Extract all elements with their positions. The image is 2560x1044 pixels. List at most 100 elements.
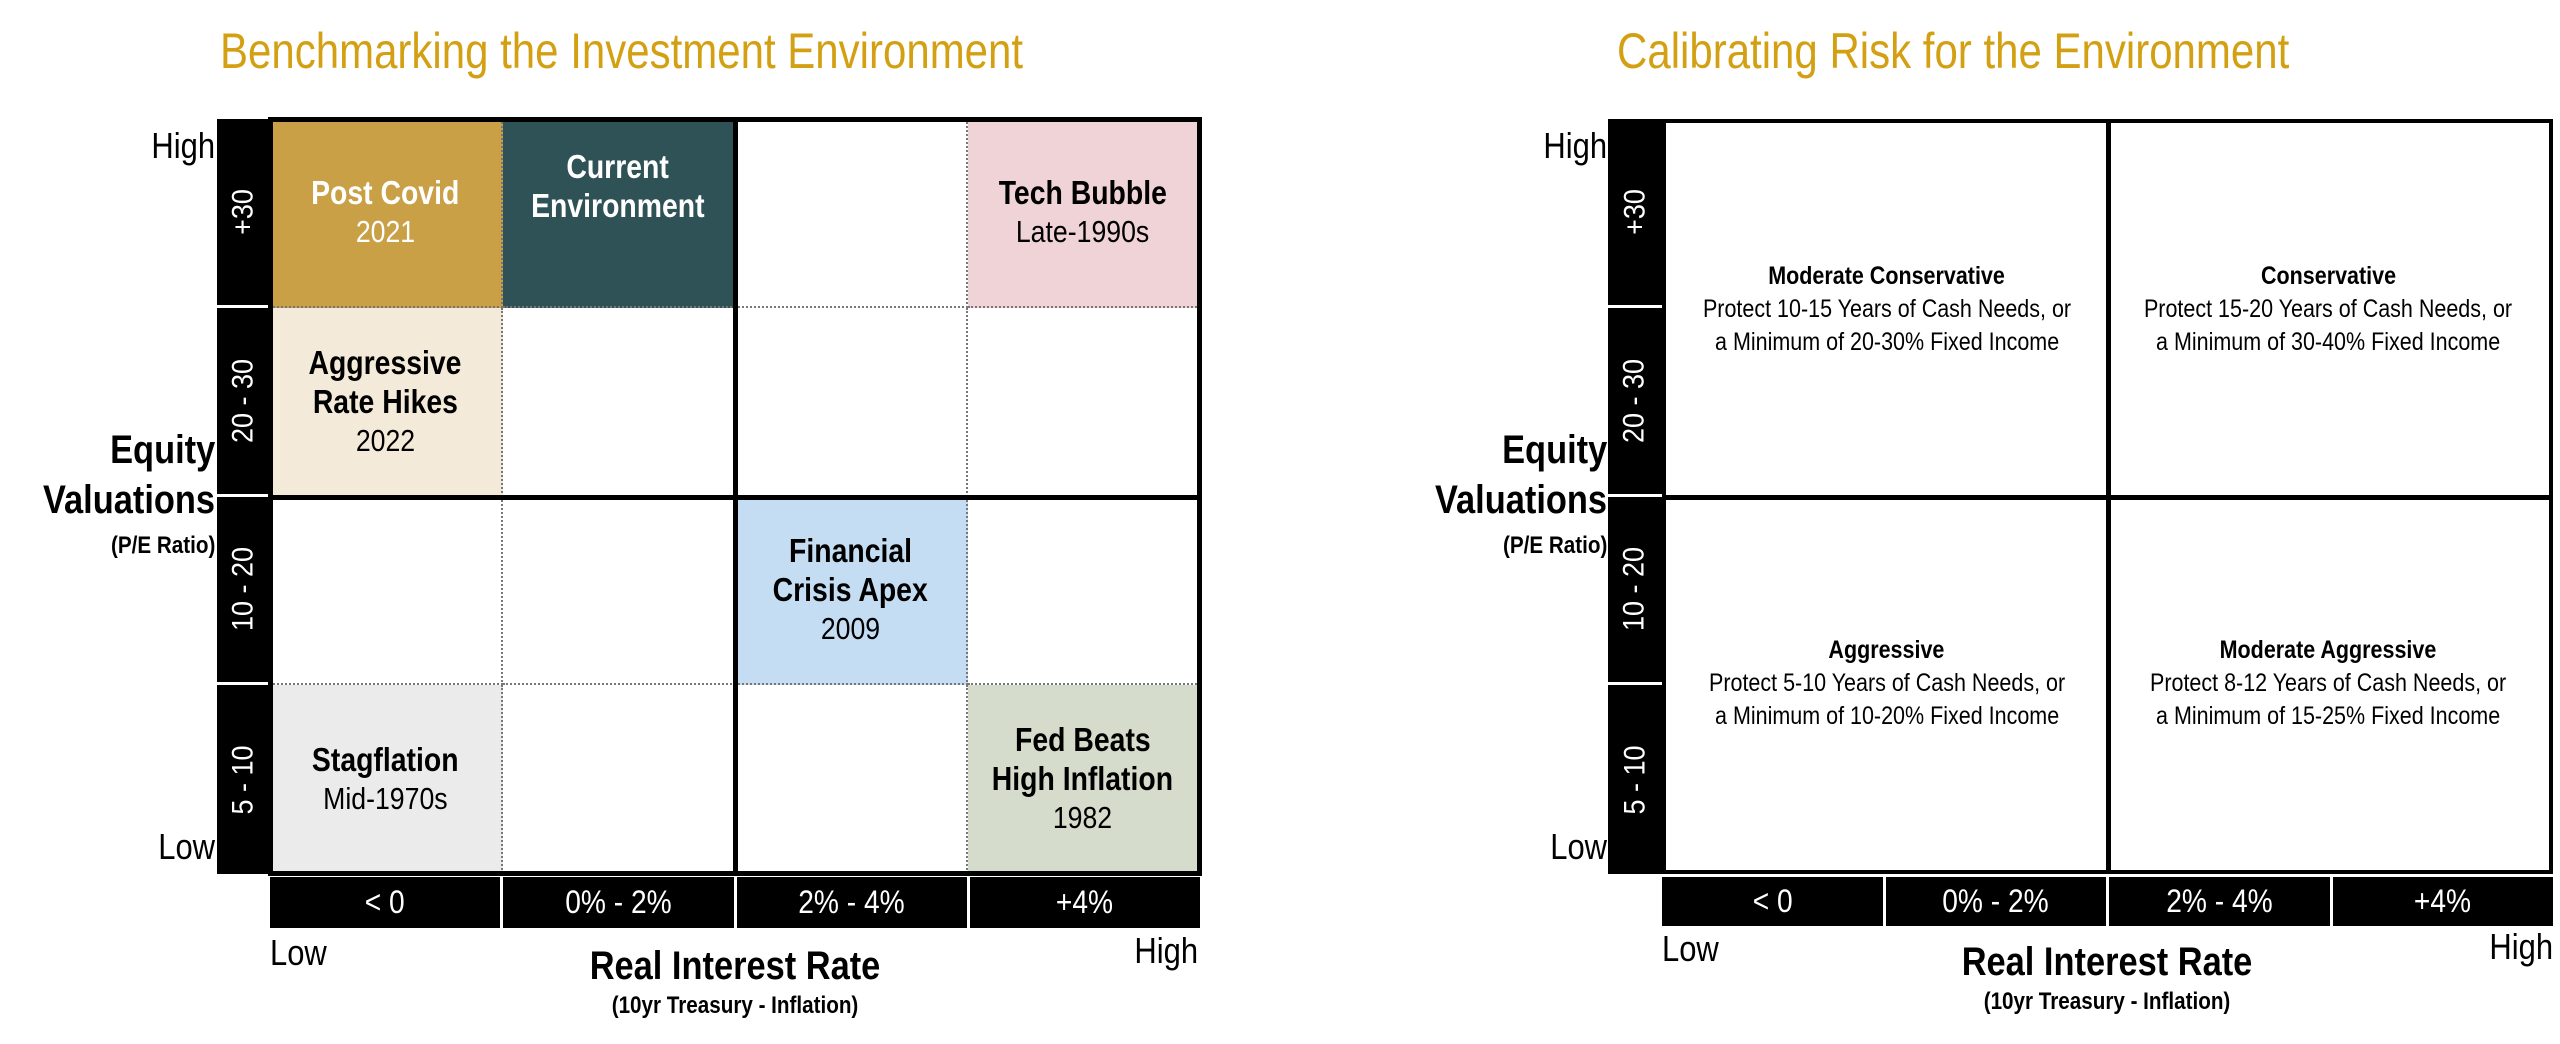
y-axis-title-line1: Equity [109, 428, 215, 472]
risk-profile-description: Protect 15-20 Years of Cash Needs, or [2144, 295, 2513, 324]
y-axis-bar: +30 20 - 30 10 - 20 5 - 10 [1608, 119, 1662, 874]
risk-profile-cell: Moderate Aggressive Protect 8-12 Years of… [2108, 497, 2550, 871]
y-tick-label: 5 - 10 [1618, 745, 1651, 815]
x-tick-label: 0% - 2% [565, 884, 672, 920]
scenario-period: 2009 [820, 611, 880, 647]
y-axis-high-label: High [151, 125, 215, 166]
grid-cell [967, 307, 1200, 497]
risk-profile-description: a Minimum of 30-40% Fixed Income [2156, 328, 2501, 357]
grid-cell [502, 496, 735, 686]
x-axis-title: Real Interest Rate [1961, 940, 2253, 984]
y-tick-3: 5 - 10 [217, 685, 270, 874]
y-tick-label: +30 [1617, 188, 1651, 235]
x-tick-3: +4% [2333, 877, 2554, 926]
x-tick-0: < 0 [1662, 877, 1886, 926]
x-tick-1: 0% - 2% [1886, 877, 2109, 926]
benchmark-grid: Post Covid 2021 Current Environment Tech Bub… [268, 117, 1202, 876]
grid-cell [735, 307, 968, 497]
risk-profile-name: Moderate Conservative [1768, 262, 2006, 291]
risk-profile-cell: Aggressive Protect 5-10 Years of Cash Nee… [1666, 497, 2108, 871]
y-tick-label: 10 - 20 [1618, 547, 1651, 632]
x-tick-label: 2% - 4% [798, 884, 905, 920]
x-axis-high-label: High [2489, 926, 2553, 967]
scenario-name: Financial [788, 532, 912, 570]
scenario-name: Current [566, 148, 670, 185]
x-axis-subtitle: (10yr Treasury - Inflation) [611, 992, 859, 1019]
x-tick-0: < 0 [270, 877, 504, 928]
divider-horizontal [1666, 494, 2549, 500]
risk-grid: Moderate Conservative Protect 10-15 Years… [1662, 119, 2553, 874]
x-tick-1: 0% - 2% [503, 877, 737, 928]
y-tick-label: 5 - 10 [226, 745, 260, 815]
scenario-period: Late-1990s [1016, 214, 1150, 250]
x-axis-low-label: Low [1662, 928, 1719, 969]
y-axis-high-label: High [1543, 125, 1607, 166]
scenario-name: Rate Hikes [312, 382, 458, 420]
scenario-period: 2021 [355, 214, 415, 250]
scenario-period: 2022 [355, 422, 415, 458]
scenario-name: Fed Beats [1014, 721, 1151, 759]
grid-cell [270, 496, 503, 686]
right-chart-title: Calibrating Risk for the Environment [1617, 23, 2290, 79]
scenario-period: 1982 [1053, 800, 1113, 836]
scenario-cell: Tech Bubble Late-1990s [967, 119, 1200, 308]
x-tick-2: 2% - 4% [2109, 877, 2333, 926]
y-axis-subtitle: (P/E Ratio) [110, 532, 215, 559]
x-tick-3: +4% [970, 877, 1200, 928]
y-tick-2: 10 - 20 [1608, 497, 1662, 686]
x-axis-title: Real Interest Rate [589, 944, 881, 988]
x-tick-label: < 0 [365, 884, 406, 920]
y-tick-3: 5 - 10 [1608, 685, 1662, 874]
y-axis-title-line2: Valuations [42, 478, 215, 522]
risk-profile-description: a Minimum of 10-20% Fixed Income [1714, 701, 2059, 730]
x-tick-label: 2% - 4% [2166, 883, 2273, 919]
y-tick-0: +30 [1608, 119, 1662, 308]
x-axis-bar: < 0 0% - 2% 2% - 4% +4% [1662, 877, 2553, 926]
scenario-name: Environment [531, 187, 705, 224]
risk-profile-cell: Conservative Protect 15-20 Years of Cash … [2108, 123, 2550, 497]
risk-profile-description: Protect 8-12 Years of Cash Needs, or [2150, 668, 2507, 697]
y-axis-low-label: Low [1550, 826, 1607, 867]
risk-profile-description: a Minimum of 15-25% Fixed Income [2156, 701, 2501, 730]
scenario-cell: Financial Crisis Apex 2009 [735, 496, 968, 686]
y-tick-label: 20 - 30 [1618, 358, 1651, 443]
scenario-cell: Aggressive Rate Hikes 2022 [270, 307, 503, 497]
x-axis-bar: < 0 0% - 2% 2% - 4% +4% [270, 877, 1200, 928]
scenario-period: Mid-1970s [323, 780, 448, 816]
y-tick-label: 10 - 20 [226, 547, 260, 632]
major-divider-horizontal [270, 494, 1200, 500]
grid-cell [502, 685, 735, 874]
y-axis-subtitle: (P/E Ratio) [1502, 532, 1607, 559]
x-axis-low-label: Low [270, 932, 327, 973]
y-axis-title-line1: Equity [1501, 428, 1607, 472]
x-tick-2: 2% - 4% [737, 877, 970, 928]
scenario-cell: Post Covid 2021 [270, 119, 503, 308]
x-tick-label: +4% [1056, 884, 1114, 920]
risk-profile-description: a Minimum of 20-30% Fixed Income [1714, 328, 2059, 357]
y-tick-label: 20 - 30 [226, 358, 260, 443]
scenario-name: Post Covid [311, 174, 460, 212]
y-axis-low-label: Low [158, 826, 215, 867]
grid-cell [967, 496, 1200, 686]
scenario-cell: Stagflation Mid-1970s [270, 685, 503, 874]
x-tick-label: +4% [2414, 883, 2472, 919]
x-tick-label: 0% - 2% [1942, 883, 2049, 919]
x-axis-high-label: High [1134, 930, 1198, 971]
scenario-cell: Fed Beats High Inflation 1982 [967, 685, 1200, 874]
risk-profile-name: Conservative [2260, 262, 2396, 291]
risk-profile-name: Aggressive [1828, 635, 1945, 664]
scenario-name: Aggressive [308, 343, 462, 381]
y-axis-bar: +30 20 - 30 10 - 20 5 - 10 [217, 119, 270, 874]
y-tick-1: 20 - 30 [1608, 308, 1662, 497]
y-tick-0: +30 [217, 119, 270, 308]
y-tick-2: 10 - 20 [217, 497, 270, 686]
x-tick-label: < 0 [1752, 883, 1793, 919]
scenario-name: High Inflation [992, 760, 1174, 798]
y-tick-1: 20 - 30 [217, 308, 270, 497]
y-tick-label: +30 [226, 188, 260, 235]
risk-profile-name: Moderate Aggressive [2219, 635, 2437, 664]
risk-profile-description: Protect 10-15 Years of Cash Needs, or [1702, 295, 2071, 324]
grid-cell [735, 119, 968, 308]
scenario-cell: Current Environment [502, 119, 735, 308]
y-axis-title-line2: Valuations [1434, 478, 1607, 522]
